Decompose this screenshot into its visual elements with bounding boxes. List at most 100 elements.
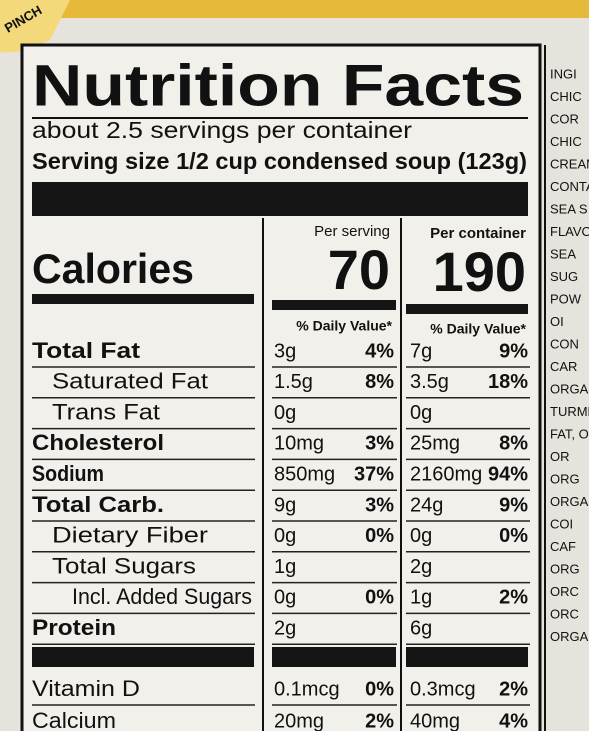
nutrient-name: Incl. Added Sugars bbox=[72, 584, 252, 609]
serving-amount: 1g bbox=[274, 556, 296, 578]
ingredient-fragment: CAR bbox=[550, 359, 577, 374]
serving-amount: 0g bbox=[274, 402, 296, 424]
ingredient-fragment: COR bbox=[550, 111, 579, 126]
container-dv: 9% bbox=[499, 494, 528, 516]
container-amount: 0g bbox=[410, 402, 432, 424]
per-container-header: Per container bbox=[430, 225, 526, 242]
container-dv: 18% bbox=[488, 371, 528, 393]
container-amount: 2g bbox=[410, 556, 432, 578]
ingredient-fragment: ORC bbox=[550, 606, 579, 621]
thick-bar bbox=[32, 647, 254, 667]
serving-dv: 4% bbox=[365, 340, 394, 362]
serving-amount: 3g bbox=[274, 340, 296, 362]
serving-amount: 0g bbox=[274, 587, 296, 609]
calories-label: Calories bbox=[32, 245, 194, 292]
nutrient-name: Cholesterol bbox=[32, 430, 164, 455]
ingredient-fragment: POW bbox=[550, 291, 582, 306]
nutrient-name: Total Fat bbox=[32, 338, 141, 363]
ingredient-fragment: INGI bbox=[550, 66, 577, 81]
thick-bar bbox=[406, 647, 528, 667]
thick-bar bbox=[272, 300, 396, 310]
container-amount: 24g bbox=[410, 494, 443, 516]
nutrient-name: Saturated Fat bbox=[52, 369, 208, 394]
container-amount: 40mg bbox=[410, 710, 460, 731]
serving-amount: 9g bbox=[274, 494, 296, 516]
serving-dv: 0% bbox=[365, 587, 394, 609]
nutrient-name: Sodium bbox=[32, 461, 104, 486]
serving-dv: 0% bbox=[365, 678, 394, 700]
ingredient-fragment: CON bbox=[550, 336, 579, 351]
container-dv: 2% bbox=[499, 587, 528, 609]
calories-serving: 70 bbox=[328, 238, 390, 301]
ingredient-fragment: SEA bbox=[550, 246, 576, 261]
serving-dv: 0% bbox=[365, 525, 394, 547]
ingredient-fragment: CREAM bbox=[550, 156, 589, 171]
ingredient-fragment: ORGA bbox=[550, 494, 589, 509]
container-dv: 4% bbox=[499, 710, 528, 731]
container-amount: 1g bbox=[410, 587, 432, 609]
serving-amount: 1.5g bbox=[274, 371, 313, 393]
container-amount: 6g bbox=[410, 617, 432, 639]
nutrient-name: Trans Fat bbox=[52, 399, 160, 424]
thick-bar bbox=[32, 182, 528, 216]
container-dv: 9% bbox=[499, 340, 528, 362]
serving-amount: 850mg bbox=[274, 463, 335, 485]
thick-bar bbox=[406, 304, 528, 314]
container-dv: 2% bbox=[499, 678, 528, 700]
label-box bbox=[20, 43, 542, 731]
ingredient-fragment: SEA S bbox=[550, 201, 588, 216]
nutrient-name: Total Sugars bbox=[52, 553, 196, 578]
ingredient-fragment: CONTA bbox=[550, 179, 589, 194]
package-band bbox=[0, 0, 589, 18]
container-amount: 0.3mcg bbox=[410, 678, 476, 700]
container-amount: 2160mg bbox=[410, 463, 482, 485]
container-dv: 8% bbox=[499, 433, 528, 455]
container-amount: 25mg bbox=[410, 433, 460, 455]
ingredient-fragment: ORG bbox=[550, 471, 580, 486]
ingredient-fragment: ORG bbox=[550, 561, 580, 576]
badge bbox=[0, 0, 70, 53]
ingredient-fragment: SUG bbox=[550, 269, 578, 284]
container-amount: 7g bbox=[410, 340, 432, 362]
ingredient-fragment: CHIC bbox=[550, 134, 582, 149]
nutrient-name: Protein bbox=[32, 615, 116, 640]
per-serving-header: Per serving bbox=[314, 223, 390, 240]
serving-size: Serving size 1/2 cup condensed soup (123… bbox=[32, 148, 527, 174]
serving-dv: 8% bbox=[365, 371, 394, 393]
ingredient-fragment: COI bbox=[550, 516, 573, 531]
container-dv: 0% bbox=[499, 525, 528, 547]
ingredient-fragment: CHIC bbox=[550, 89, 582, 104]
ingredient-fragment: OR bbox=[550, 449, 570, 464]
serving-dv: 37% bbox=[354, 463, 394, 485]
dv-header: % Daily Value* bbox=[296, 318, 392, 334]
serving-dv: 2% bbox=[365, 710, 394, 731]
ingredient-fragment: TURME bbox=[550, 404, 589, 419]
nutrient-name: Calcium bbox=[32, 708, 116, 731]
serving-amount: 10mg bbox=[274, 433, 324, 455]
serving-amount: 2g bbox=[274, 617, 296, 639]
thick-bar bbox=[272, 647, 396, 667]
ingredient-fragment: CAF bbox=[550, 539, 576, 554]
container-amount: 3.5g bbox=[410, 371, 449, 393]
container-dv: 94% bbox=[488, 463, 528, 485]
serving-amount: 0g bbox=[274, 525, 296, 547]
ingredient-fragment: FAT, OI bbox=[550, 426, 589, 441]
ingredient-fragment: ORGA bbox=[550, 629, 589, 644]
calories-container: 190 bbox=[433, 240, 526, 303]
nutrient-name: Total Carb. bbox=[32, 492, 164, 517]
ingredient-fragment: OI bbox=[550, 314, 564, 329]
serving-dv: 3% bbox=[365, 494, 394, 516]
dv-header: % Daily Value* bbox=[430, 321, 526, 337]
ingredient-fragment: FLAVO bbox=[550, 224, 589, 239]
ingredient-fragment: ORGA bbox=[550, 381, 589, 396]
nutrient-name: Vitamin D bbox=[32, 676, 140, 701]
serving-amount: 0.1mcg bbox=[274, 678, 340, 700]
container-amount: 0g bbox=[410, 525, 432, 547]
serving-dv: 3% bbox=[365, 433, 394, 455]
thick-bar bbox=[32, 294, 254, 304]
servings: about 2.5 servings per container bbox=[32, 117, 412, 143]
nutrient-name: Dietary Fiber bbox=[52, 523, 208, 548]
serving-amount: 20mg bbox=[274, 710, 324, 731]
